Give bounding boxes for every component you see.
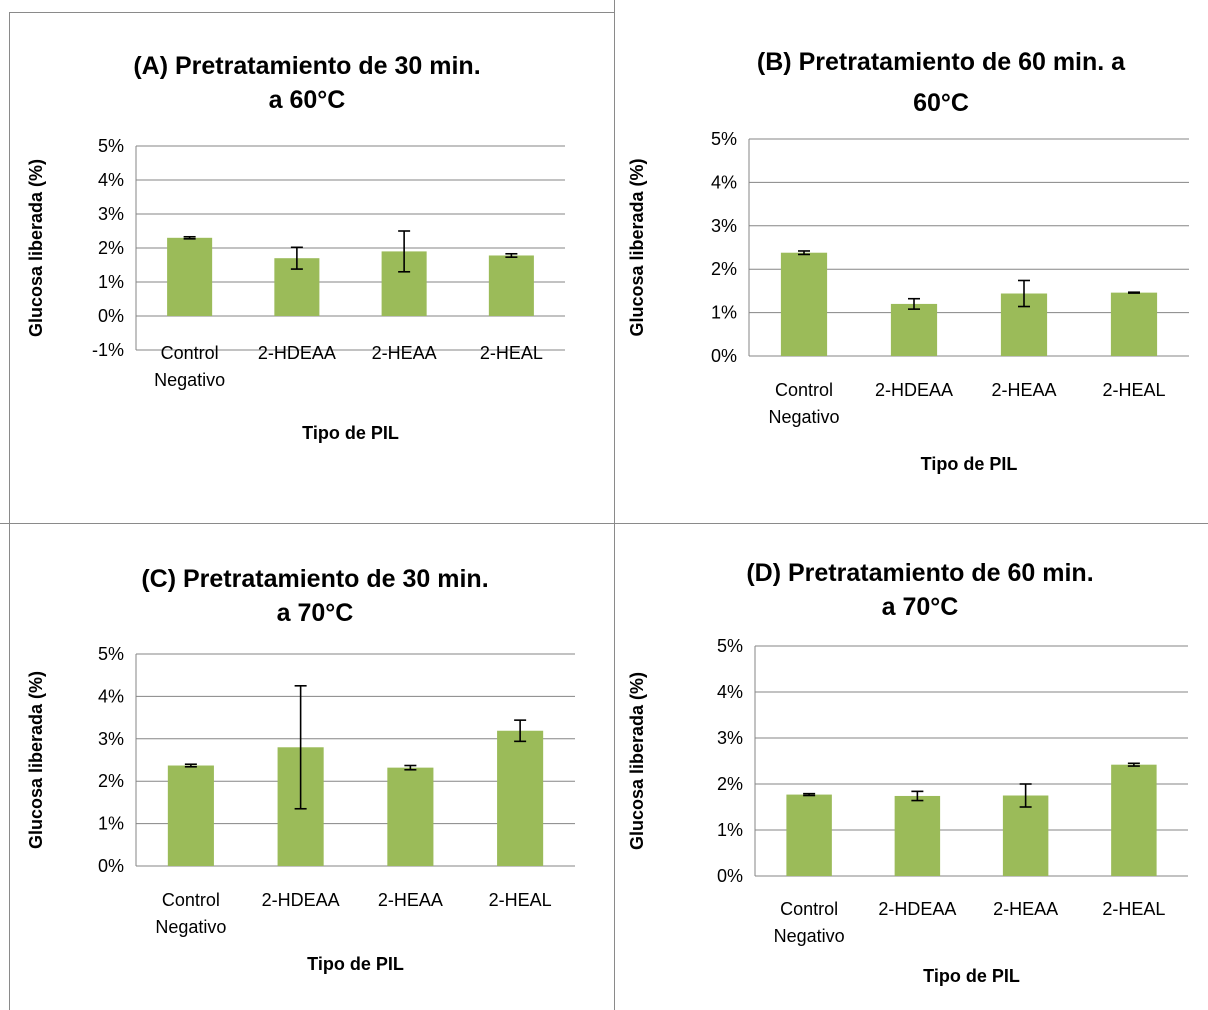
y-axis-title: Glucosa liberada (%) [627,672,647,850]
bar [387,767,434,866]
x-tick-label: Control [162,890,220,910]
x-tick-label: 2-HEAA [991,380,1056,400]
y-tick-label: 3% [98,204,124,224]
y-tick-label: 0% [98,856,124,876]
x-tick-label: 2-HEAL [489,890,552,910]
y-tick-label: 4% [717,682,743,702]
x-tick-label: 2-HEAL [1102,899,1165,919]
chart-title-line: (B) Pretratamiento de 60 min. a [757,48,1126,76]
chart-title-line: a 70°C [882,593,959,621]
y-tick-label: 1% [98,814,124,834]
y-axis-title: Glucosa liberada (%) [627,158,647,336]
vertical-divider [614,0,615,1010]
x-tick-label: 2-HDEAA [262,890,340,910]
bar [167,765,214,866]
y-tick-label: 1% [98,272,124,292]
x-tick-label: 2-HEAL [1102,380,1165,400]
y-tick-label: 2% [98,771,124,791]
y-tick-label: 0% [98,306,124,326]
y-tick-label: 2% [98,238,124,258]
left-border [9,12,10,1010]
chart-title-line: a 60°C [269,86,346,114]
y-tick-label: 4% [98,686,124,706]
x-tick-label: Negativo [768,407,839,427]
y-tick-label: 0% [717,866,743,886]
y-axis-title: Glucosa liberada (%) [26,159,46,337]
bar [890,303,938,356]
x-axis-title: Tipo de PIL [921,454,1018,474]
y-tick-label: 3% [98,729,124,749]
y-axis-title: Glucosa liberada (%) [26,671,46,849]
chart-title-line: (A) Pretratamiento de 30 min. [133,52,480,80]
y-tick-label: 5% [98,136,124,156]
chart-svg: (B) Pretratamiento de 60 min. a 60°C 0% 1% 2… [627,48,1189,474]
x-tick-label: Control [775,380,833,400]
bar [1110,292,1158,356]
y-tick-label: 2% [717,774,743,794]
chart-svg: (D) Pretratamiento de 60 min. a 70°C 0% 1% 2… [627,559,1188,986]
y-tick-label: 5% [711,129,737,149]
top-border-left [9,12,614,13]
bar [1002,795,1049,876]
chart-title-line: (D) Pretratamiento de 60 min. [746,559,1093,587]
x-tick-label: Control [780,899,838,919]
horizontal-divider [0,523,1208,524]
bar [1111,764,1157,876]
y-tick-label: 1% [717,820,743,840]
y-tick-label: -1% [92,340,124,360]
x-tick-label: 2-HEAL [480,343,543,363]
y-tick-label: 3% [717,728,743,748]
bar [167,237,213,316]
x-tick-label: Control [161,343,219,363]
chart-title-line: a 70°C [277,599,354,627]
bar [780,252,828,356]
x-tick-label: 2-HEAA [378,890,443,910]
x-tick-label: 2-HDEAA [258,343,336,363]
x-tick-label: 2-HEAA [372,343,437,363]
chart-a: (A) Pretratamiento de 30 min. a 60°C -1% 0%… [10,13,614,523]
x-axis-title: Tipo de PIL [307,954,404,974]
x-tick-label: 2-HDEAA [878,899,956,919]
x-axis-title: Tipo de PIL [302,423,399,443]
x-tick-label: Negativo [774,926,845,946]
bar [786,794,832,876]
x-tick-label: Negativo [155,917,226,937]
chart-svg: (C) Pretratamiento de 30 min. a 70°C 0% 1% 2… [26,565,575,974]
chart-title-line: (C) Pretratamiento de 30 min. [141,565,488,593]
bar [894,795,941,876]
y-tick-label: 5% [717,636,743,656]
y-tick-label: 3% [711,216,737,236]
x-tick-label: 2-HEAA [993,899,1058,919]
y-tick-label: 5% [98,644,124,664]
x-axis-title: Tipo de PIL [923,966,1020,986]
y-tick-label: 1% [711,303,737,323]
chart-c: (C) Pretratamiento de 30 min. a 70°C 0% 1% 2… [10,524,614,1010]
bar [497,730,544,866]
chart-b: (B) Pretratamiento de 60 min. a 60°C 0% 1% 2… [615,0,1208,523]
chart-svg: (A) Pretratamiento de 30 min. a 60°C -1% 0%… [26,52,565,443]
y-tick-label: 4% [711,172,737,192]
y-tick-label: 0% [711,346,737,366]
y-tick-label: 4% [98,170,124,190]
chart-d: (D) Pretratamiento de 60 min. a 70°C 0% 1% 2… [615,524,1208,1010]
chart-title-line: 60°C [913,89,969,117]
x-tick-label: Negativo [154,370,225,390]
bar [488,255,534,316]
x-tick-label: 2-HDEAA [875,380,953,400]
y-tick-label: 2% [711,259,737,279]
